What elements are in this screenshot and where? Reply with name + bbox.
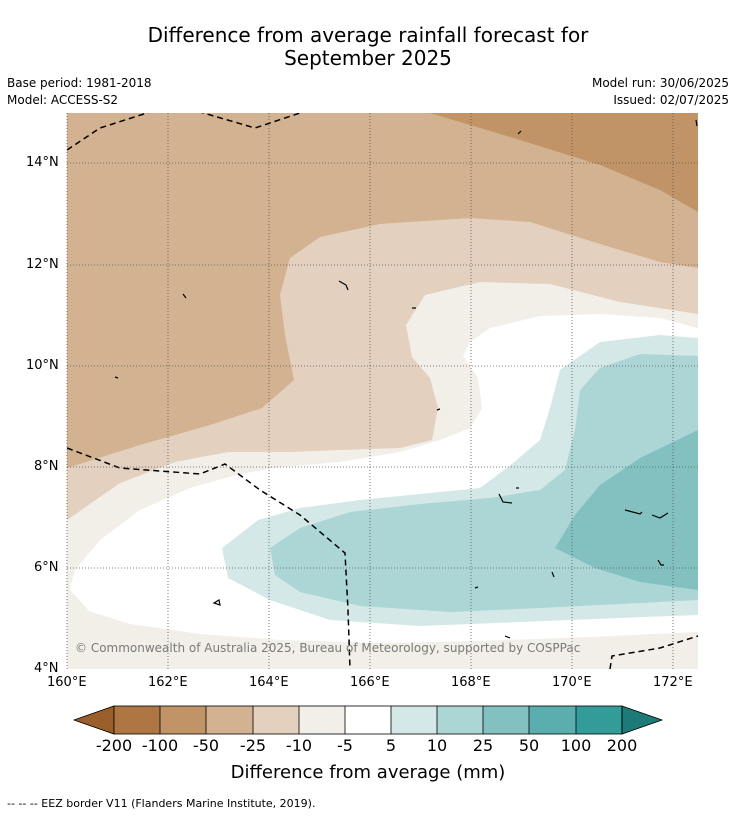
lat-label: 12°N [26,257,59,272]
colorbar-bin [483,706,529,734]
base-period-text: Base period: 1981-2018 [7,76,152,90]
lon-label: 164°E [249,675,289,690]
colorbar-tick: 5 [385,736,397,755]
colorbar-bin [391,706,437,734]
map-title-line1: Difference from average rainfall forecas… [147,23,589,47]
colorbar-bin [253,706,299,734]
band-plus-5 [67,520,698,669]
colorbar-arrow-high [621,705,664,735]
colorbar-tick: -10 [285,736,313,755]
colorbar-tick: -5 [337,736,353,755]
colorbar-tick: 200 [606,736,638,755]
colorbar-tick: -25 [239,736,267,755]
lat-label: 10°N [26,358,59,373]
copyright-text: © Commonwealth of Australia 2025, Bureau… [75,641,581,655]
issued-text: Issued: 02/07/2025 [613,93,729,107]
lon-label: 162°E [148,675,188,690]
colorbar-tick: -200 [95,736,133,755]
colorbar-bin [160,706,206,734]
colorbar-tick: 50 [518,736,540,755]
band-minus-100 [430,113,698,212]
lat-label: 14°N [26,155,59,170]
colorbar-tick: -50 [192,736,220,755]
model-run-text: Model run: 30/06/2025 [591,76,729,90]
lon-label: 168°E [451,675,491,690]
colorbar-tick: 100 [560,736,592,755]
lat-label: 6°N [34,560,59,575]
colorbar-bin [345,706,391,734]
colorbar-arrow-low [72,705,115,735]
colorbar-bin [299,706,345,734]
colorbar-label: Difference from average (mm) [230,762,506,783]
eez-footnote: -- -- -- EEZ border V11 (Flanders Marine… [7,797,316,810]
colorbar-bin [206,706,253,734]
colorbar-tick: 10 [426,736,448,755]
eez-border [67,113,698,669]
lon-label: 170°E [552,675,592,690]
islands [114,119,698,639]
map-title-line2: September 2025 [284,46,452,70]
lon-label: 166°E [350,675,390,690]
graticule [66,113,698,669]
lat-label: 4°N [34,661,59,676]
lat-label: 8°N [34,459,59,474]
lon-label: 172°E [653,675,693,690]
colorbar [72,705,664,735]
colorbar-bin [437,706,483,734]
colorbar-bin [114,706,160,734]
lon-label: 160°E [47,675,87,690]
colorbar-tick: -100 [141,736,179,755]
colorbar-bin [576,706,622,734]
colorbar-bin [529,706,576,734]
model-text: Model: ACCESS-S2 [7,93,119,107]
colorbar-tick: 25 [472,736,494,755]
rainfall-anomaly-field [67,113,698,669]
